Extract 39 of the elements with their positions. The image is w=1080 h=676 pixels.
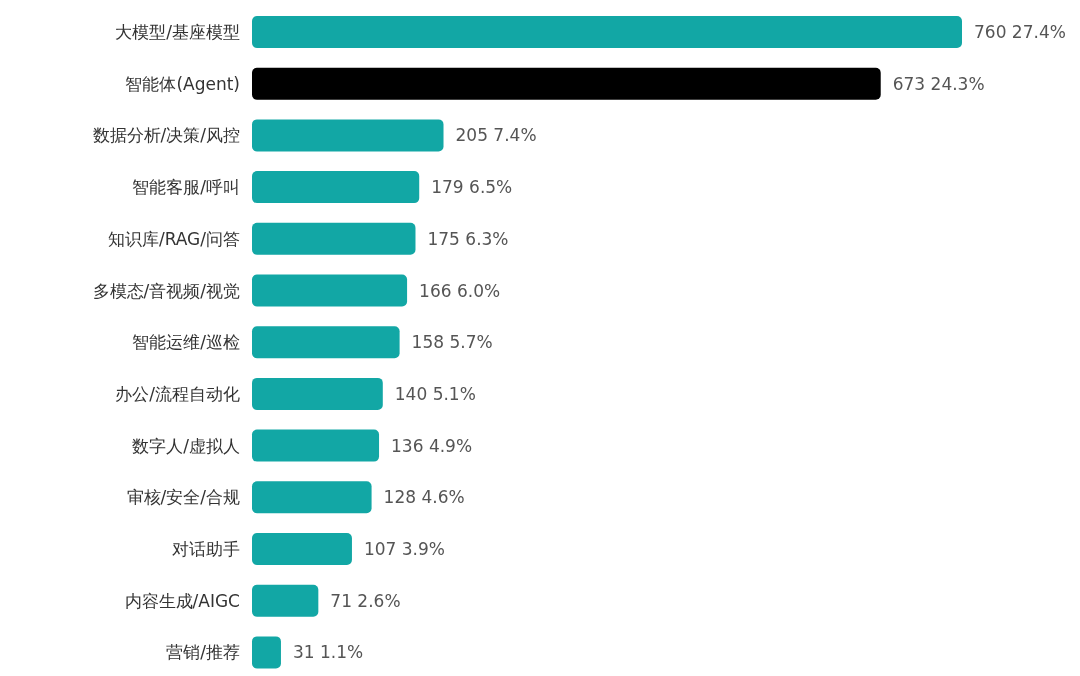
- data-label: 128 4.6%: [383, 487, 465, 508]
- data-label: 136 4.9%: [391, 435, 473, 456]
- bar: [252, 533, 352, 565]
- data-label: 107 3.9%: [363, 539, 446, 559]
- data-label: 166 6.0%: [419, 280, 501, 301]
- y-tick-label: 审核/安全/合规: [126, 487, 240, 508]
- y-tick-label: 智能体(Agent): [125, 73, 240, 94]
- data-label: 175 6.3%: [427, 228, 509, 249]
- data-label: 31 1.1%: [292, 642, 364, 663]
- bar: [252, 636, 281, 669]
- data-label: 71 2.6%: [330, 590, 401, 611]
- bar: [252, 481, 372, 514]
- y-tick-label: 智能客服/呼叫: [132, 177, 240, 198]
- y-tick-label: 数字人/虚拟人: [132, 435, 240, 456]
- data-label: 158 5.7%: [411, 332, 493, 353]
- bar: [252, 119, 444, 152]
- bar: [252, 222, 416, 255]
- data-label: 140 5.1%: [394, 383, 476, 404]
- y-tick-label: 大模型/基座模型: [115, 22, 240, 42]
- data-label: 205 7.4%: [455, 125, 537, 146]
- y-tick-label: 营销/推荐: [166, 642, 240, 663]
- data-label: 760 27.4%: [974, 22, 1066, 42]
- data-label: 179 6.5%: [431, 177, 513, 198]
- bar: [252, 429, 380, 462]
- bar: [252, 171, 420, 204]
- bar: [252, 67, 881, 100]
- y-tick-label: 数据分析/决策/风控: [92, 125, 240, 146]
- data-label: 673 24.3%: [892, 73, 985, 94]
- y-tick-label: 多模态/音视频/视觉: [92, 280, 240, 301]
- y-tick-label: 办公/流程自动化: [115, 383, 240, 404]
- bar: [252, 274, 408, 307]
- bar: [252, 584, 319, 617]
- y-tick-label: 内容生成/AIGC: [124, 590, 240, 611]
- bar: [252, 377, 383, 410]
- bar: [252, 16, 962, 48]
- y-tick-label: 知识库/RAG/问答: [107, 228, 240, 249]
- bar: [252, 326, 400, 359]
- y-tick-label: 对话助手: [172, 539, 240, 559]
- y-tick-label: 智能运维/巡检: [132, 332, 240, 353]
